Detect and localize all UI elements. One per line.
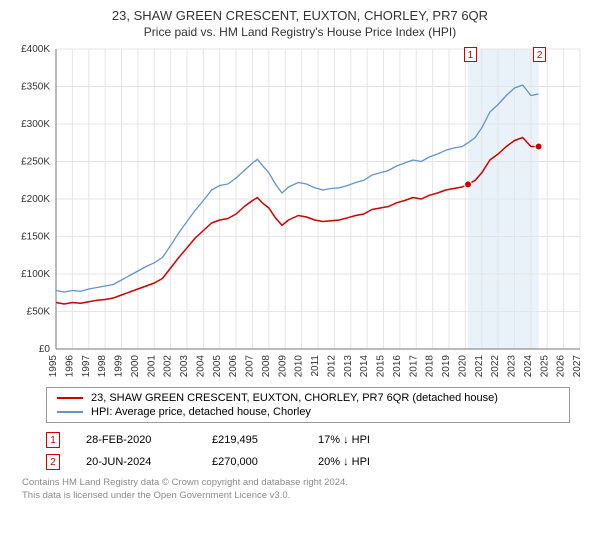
svg-text:£150K: £150K [21,232,50,243]
svg-text:2013: 2013 [343,355,354,378]
svg-text:2021: 2021 [474,355,485,378]
marker-badge-1: 1 [46,432,60,448]
svg-text:2016: 2016 [392,355,403,378]
footer-line-1: Contains HM Land Registry data © Crown c… [22,477,570,490]
svg-text:2008: 2008 [261,355,272,378]
svg-text:2005: 2005 [212,355,223,378]
svg-text:2010: 2010 [294,355,305,378]
chart-title: 23, SHAW GREEN CRESCENT, EUXTON, CHORLEY… [10,8,590,23]
svg-text:2019: 2019 [441,355,452,378]
svg-text:2007: 2007 [245,355,256,378]
svg-text:2006: 2006 [228,355,239,378]
svg-text:2023: 2023 [507,355,518,378]
chart-container: 23, SHAW GREEN CRESCENT, EUXTON, CHORLEY… [0,0,600,560]
legend-label: 23, SHAW GREEN CRESCENT, EUXTON, CHORLEY… [91,392,498,404]
svg-text:2025: 2025 [539,355,550,378]
svg-text:2015: 2015 [376,355,387,378]
marker-pct-vs-hpi: 17% ↓ HPI [318,434,370,446]
footer-note: Contains HM Land Registry data © Crown c… [22,477,570,503]
legend-swatch [57,397,83,399]
legend-row-0: 23, SHAW GREEN CRESCENT, EUXTON, CHORLEY… [57,391,559,405]
chart-plot-area: £0 £50K £100K £150K £200K £250K £300K £350K £400… [10,43,590,383]
marker-pct-vs-hpi: 20% ↓ HPI [318,456,370,468]
svg-text:2001: 2001 [146,355,157,378]
footer-line-2: This data is licensed under the Open Gov… [22,490,570,503]
svg-text:£250K: £250K [21,157,50,168]
svg-text:2020: 2020 [457,355,468,378]
svg-text:2024: 2024 [523,355,534,378]
marker-row-2: 2 20-JUN-2024 £270,000 20% ↓ HPI [46,451,570,473]
marker-price: £270,000 [212,456,292,468]
svg-text:2022: 2022 [490,355,501,378]
legend-box: 23, SHAW GREEN CRESCENT, EUXTON, CHORLEY… [46,387,570,423]
marker-row-1: 1 28-FEB-2020 £219,495 17% ↓ HPI [46,429,570,451]
svg-text:1999: 1999 [114,355,125,378]
svg-text:1997: 1997 [81,355,92,378]
svg-text:2017: 2017 [408,355,419,378]
marker-table: 1 28-FEB-2020 £219,495 17% ↓ HPI 2 20-JUN-202… [46,429,570,473]
legend-swatch [57,411,83,413]
svg-text:2018: 2018 [425,355,436,378]
svg-text:2004: 2004 [195,355,206,378]
marker-date: 20-JUN-2024 [86,456,186,468]
svg-text:1998: 1998 [97,355,108,378]
svg-text:2026: 2026 [556,355,567,378]
svg-text:£200K: £200K [21,194,50,205]
marker-date: 28-FEB-2020 [86,434,186,446]
svg-text:£350K: £350K [21,82,50,93]
svg-text:2011: 2011 [310,355,321,377]
marker-badge-2: 2 [46,454,60,470]
marker-price: £219,495 [212,434,292,446]
svg-text:2014: 2014 [359,355,370,378]
chart-subtitle: Price paid vs. HM Land Registry's House … [10,25,590,39]
chart-marker-badge-2: 2 [533,47,546,62]
svg-text:1995: 1995 [48,355,59,378]
svg-text:£50K: £50K [27,307,51,318]
chart-marker-badge-1: 1 [464,47,477,62]
svg-text:2012: 2012 [326,355,337,378]
svg-text:£300K: £300K [21,119,50,130]
svg-text:£100K: £100K [21,269,50,280]
svg-text:2000: 2000 [130,355,141,378]
legend-label: HPI: Average price, detached house, Chor… [91,406,311,418]
svg-text:1996: 1996 [64,355,75,378]
line-chart-svg: £0 £50K £100K £150K £200K £250K £300K £350K £400… [10,43,590,383]
svg-text:2009: 2009 [277,355,288,378]
legend-row-1: HPI: Average price, detached house, Chor… [57,405,559,419]
svg-text:2027: 2027 [572,355,583,378]
svg-text:£0: £0 [39,344,51,355]
svg-text:2002: 2002 [163,355,174,378]
svg-text:£400K: £400K [21,44,50,55]
svg-text:2003: 2003 [179,355,190,378]
